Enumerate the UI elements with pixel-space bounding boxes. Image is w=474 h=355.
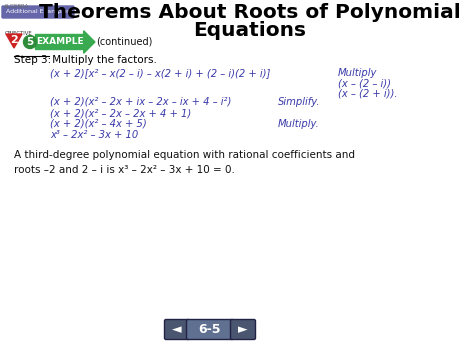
Text: (continued): (continued) — [96, 37, 152, 47]
FancyBboxPatch shape — [186, 320, 234, 339]
Text: (x + 2)(x² – 4x + 5): (x + 2)(x² – 4x + 5) — [50, 119, 147, 129]
FancyBboxPatch shape — [230, 320, 255, 339]
Text: Additional Examples: Additional Examples — [6, 10, 70, 15]
Text: Multiply.: Multiply. — [278, 119, 320, 129]
Text: (x + 2)(x² – 2x – 2x + 4 + 1): (x + 2)(x² – 2x – 2x + 4 + 1) — [50, 108, 191, 118]
Text: Simplify.: Simplify. — [278, 97, 320, 107]
Text: (x + 2)[x² – x(2 – i) – x(2 + i) + (2 – i)(2 + i)]: (x + 2)[x² – x(2 – i) – x(2 + i) + (2 – … — [50, 68, 270, 78]
Text: Multiply: Multiply — [338, 68, 377, 78]
Text: Equations: Equations — [193, 21, 307, 40]
FancyBboxPatch shape — [36, 31, 95, 53]
Text: (x + 2)(x² – 2x + ix – 2x – ix + 4 – i²): (x + 2)(x² – 2x + ix – 2x – ix + 4 – i²) — [50, 97, 231, 107]
FancyBboxPatch shape — [164, 320, 190, 339]
Text: (x – (2 – i)): (x – (2 – i)) — [338, 78, 391, 88]
Circle shape — [24, 36, 36, 49]
Text: x³ – 2x² – 3x + 10: x³ – 2x² – 3x + 10 — [50, 130, 138, 140]
Text: Multiply the factors.: Multiply the factors. — [49, 55, 157, 65]
Text: (x – (2 + i)).: (x – (2 + i)). — [338, 88, 398, 98]
Text: Step 3:: Step 3: — [14, 55, 51, 65]
Polygon shape — [6, 34, 22, 48]
Text: 2: 2 — [10, 35, 18, 45]
Text: A third-degree polynomial equation with rational coefficients and
roots –2 and 2: A third-degree polynomial equation with … — [14, 150, 355, 175]
Text: OBJECTIVE: OBJECTIVE — [5, 31, 33, 36]
Text: Theorems About Roots of Polynomial: Theorems About Roots of Polynomial — [39, 3, 461, 22]
Text: 5: 5 — [27, 37, 34, 47]
Text: ►: ► — [238, 323, 248, 336]
FancyBboxPatch shape — [2, 6, 74, 18]
Text: EXAMPLE: EXAMPLE — [36, 38, 84, 47]
Text: ALGEBRA: ALGEBRA — [4, 4, 29, 9]
Text: ◄: ◄ — [172, 323, 182, 336]
Text: 6-5: 6-5 — [199, 323, 221, 336]
